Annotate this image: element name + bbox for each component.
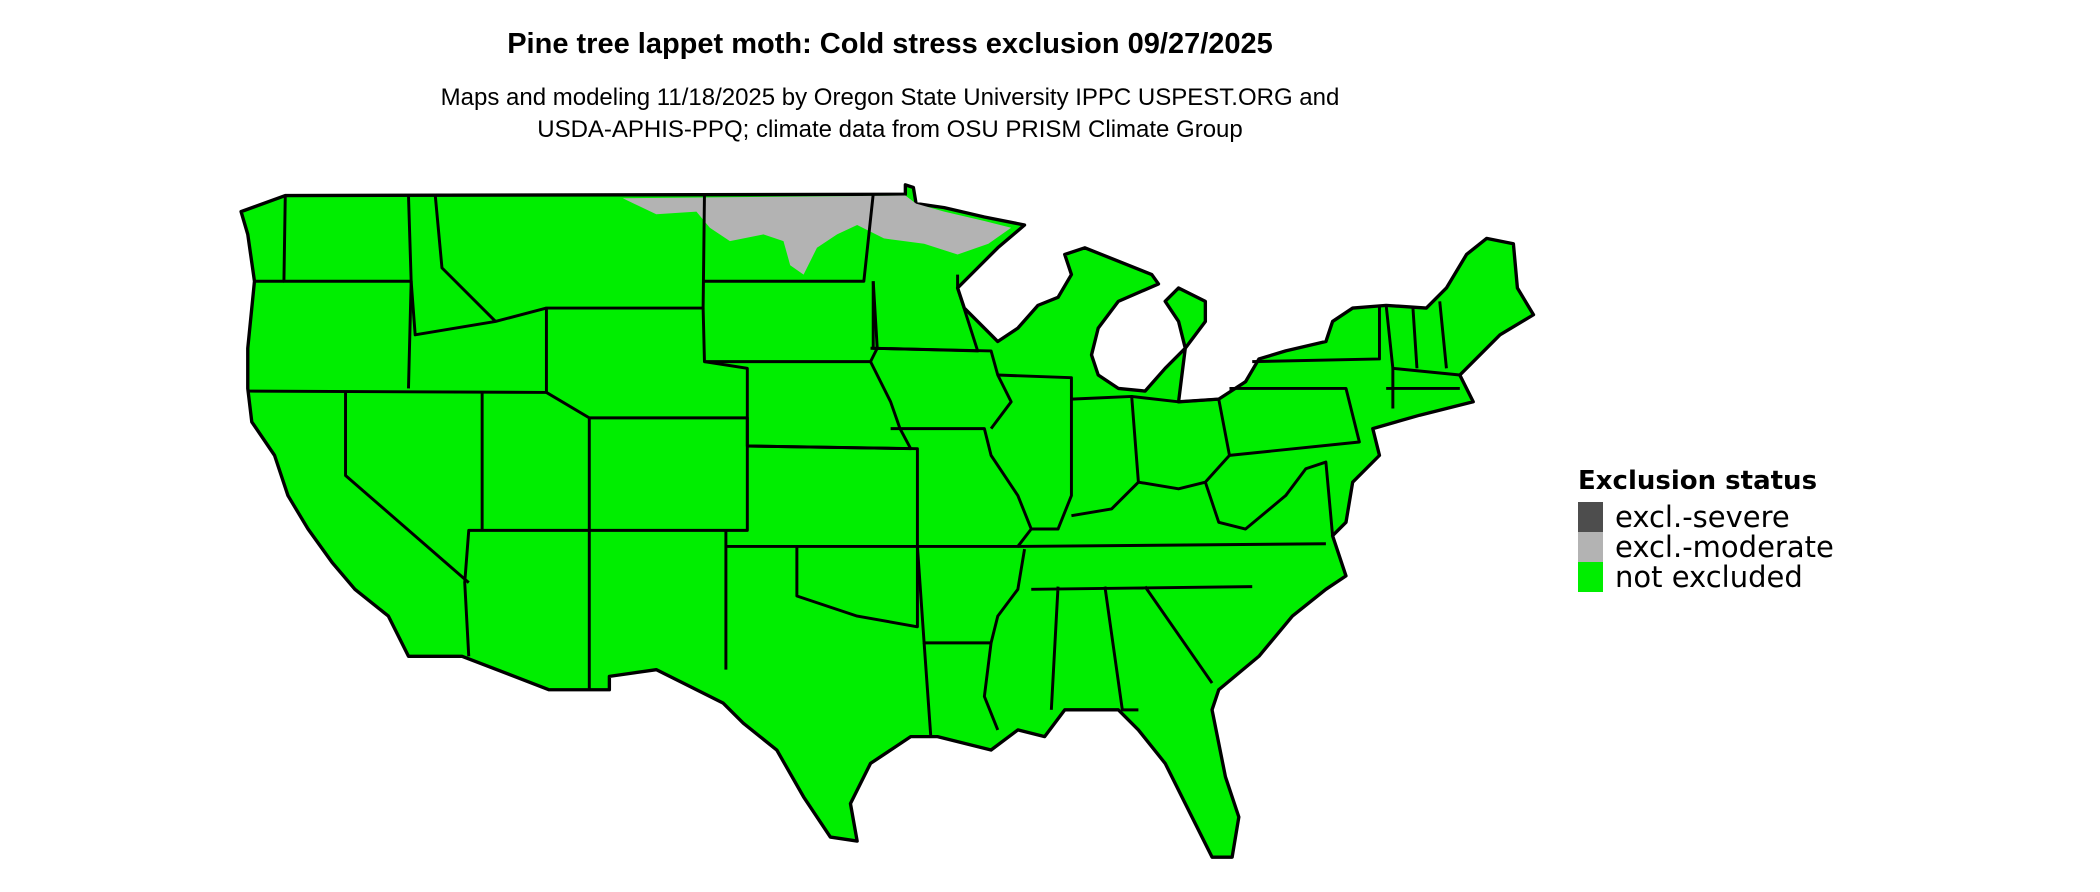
legend-item-severe: excl.-severe <box>1578 502 1834 532</box>
legend-label: not excluded <box>1615 560 1803 594</box>
state-borders <box>247 194 1460 737</box>
legend-label: excl.-moderate <box>1615 530 1834 564</box>
legend-swatch-moderate <box>1578 532 1603 562</box>
legend-title: Exclusion status <box>1578 466 1818 496</box>
legend-label: excl.-severe <box>1615 500 1790 534</box>
legend-item-moderate: excl.-moderate <box>1578 532 1834 562</box>
legend-swatch-not-excluded <box>1578 562 1603 592</box>
us-outline-not-excluded <box>239 183 1536 859</box>
legend-item-not-excluded: not excluded <box>1578 562 1834 592</box>
map-subtitle-line-2: USDA-APHIS-PPQ; climate data from OSU PR… <box>537 116 1243 143</box>
legend: Exclusion status excl.-severe excl.-mode… <box>1578 466 1834 592</box>
map-subtitle-line-1: Maps and modeling 11/18/2025 by Oregon S… <box>440 84 1340 111</box>
legend-swatch-severe <box>1578 502 1603 532</box>
map-title: Pine tree lappet moth: Cold stress exclu… <box>507 28 1273 60</box>
moderate-exclusion-area <box>622 195 1012 275</box>
